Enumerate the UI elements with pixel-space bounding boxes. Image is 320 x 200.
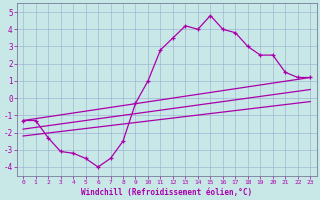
X-axis label: Windchill (Refroidissement éolien,°C): Windchill (Refroidissement éolien,°C) [81, 188, 252, 197]
